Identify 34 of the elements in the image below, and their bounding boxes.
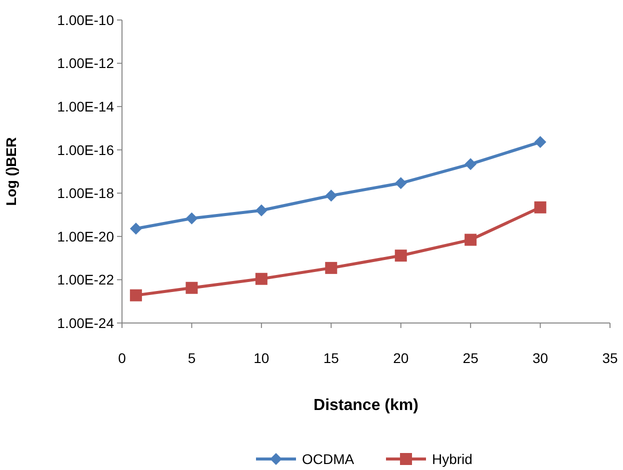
point xyxy=(186,212,198,224)
point xyxy=(464,234,477,246)
x-tick-label: 5 xyxy=(188,350,196,366)
point xyxy=(186,282,198,294)
y-tick-label: 1.00E-20 xyxy=(57,228,114,244)
legend-label: OCDMA xyxy=(302,450,355,467)
x-tick-label: 25 xyxy=(462,350,479,366)
y-tick-label: 1.00E-14 xyxy=(57,98,114,114)
y-tick-label: 1.00E-18 xyxy=(57,185,114,202)
point xyxy=(130,222,142,235)
y-tick-label: 1.00E-16 xyxy=(57,142,114,158)
x-tick-label: 15 xyxy=(323,350,340,366)
y-tick-label: 1.00E-12 xyxy=(57,55,114,72)
point xyxy=(534,201,546,214)
point xyxy=(325,262,338,274)
y-tick-label: 1.00E-22 xyxy=(57,272,114,288)
point xyxy=(325,190,338,202)
x-tick-label: 35 xyxy=(602,350,618,366)
x-axis-title: Distance (km) xyxy=(314,397,418,414)
legend-label: Hybrid xyxy=(432,450,472,467)
x-tick-label: 30 xyxy=(532,350,548,366)
x-tick-label: 10 xyxy=(254,350,270,366)
y-tick-label: 1.00E-24 xyxy=(57,314,114,331)
x-tick-label: 20 xyxy=(393,350,409,366)
y-axis-title: Log ()BER xyxy=(3,137,19,206)
point xyxy=(255,272,268,285)
point xyxy=(255,204,268,216)
point xyxy=(534,136,546,148)
y-tick-label: 1.00E-10 xyxy=(57,12,114,28)
point xyxy=(394,250,407,262)
x-tick-label: 0 xyxy=(118,350,126,366)
point xyxy=(394,177,407,190)
point xyxy=(130,289,142,302)
point xyxy=(464,158,477,170)
